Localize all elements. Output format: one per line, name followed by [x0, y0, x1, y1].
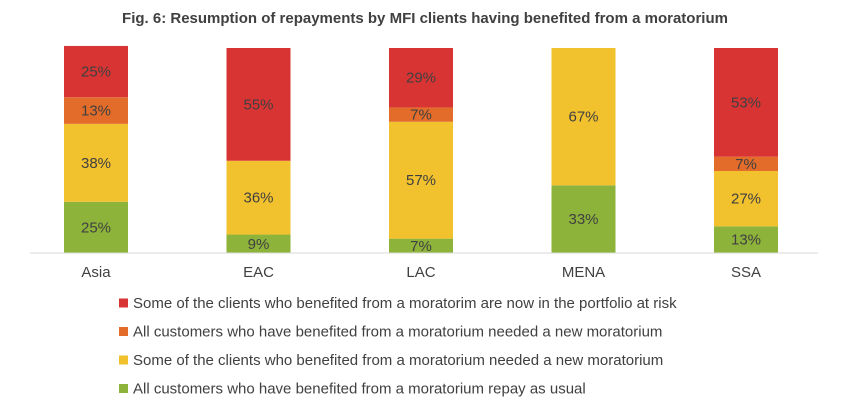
data-label-asia-series-3: 25%: [81, 64, 111, 81]
legend-swatch-series-3: [119, 298, 128, 308]
x-tick-label-asia: Asia: [81, 264, 111, 281]
bar-segment-asia-series-2: [64, 97, 128, 124]
bar-segment-eac-series-1: [226, 160, 291, 235]
bar-segment-lac-series-3: [389, 48, 453, 108]
bar-segment-lac-series-1: [389, 121, 453, 239]
data-label-lac-series-2: 7%: [410, 107, 432, 124]
legend: Some of the clients who benefited from a…: [119, 295, 677, 398]
bar-segment-lac-series-0: [389, 238, 453, 253]
data-label-ssa-series-3: 53%: [731, 94, 761, 111]
data-label-eac-series-1: 36%: [243, 190, 273, 207]
legend-label-series-1: Some of the clients who benefited from a…: [133, 352, 663, 369]
data-label-eac-series-3: 55%: [243, 96, 273, 113]
x-tick-label-mena: MENA: [562, 264, 605, 281]
x-axis: Asia EAC LAC MENA SSA: [30, 252, 818, 281]
bar-segment-ssa-series-2: [714, 156, 778, 171]
legend-swatch-series-0: [119, 384, 128, 393]
bar-segment-eac-series-0: [226, 234, 291, 253]
data-label-asia-series-2: 13%: [81, 103, 111, 120]
x-tick-label-eac: EAC: [243, 264, 274, 281]
data-label-lac-series-3: 29%: [406, 70, 436, 87]
x-tick-label-lac: LAC: [406, 264, 435, 281]
bar-segment-asia-series-0: [64, 201, 128, 253]
chart-title: Fig. 6: Resumption of repayments by MFI …: [122, 10, 728, 27]
legend-label-series-2: All customers who have benefited from a …: [133, 324, 662, 341]
x-tick-label-ssa: SSA: [731, 264, 761, 281]
legend-swatch-series-2: [119, 327, 128, 336]
data-label-asia-series-1: 38%: [81, 155, 111, 172]
bar-segment-mena-series-0: [551, 185, 616, 253]
bar-segment-lac-series-2: [389, 107, 453, 122]
bar-segment-asia-series-1: [64, 123, 128, 202]
data-label-mena-series-1: 67%: [568, 109, 598, 126]
bar-segment-eac-series-3: [226, 48, 291, 161]
data-label-mena-series-0: 33%: [568, 211, 598, 228]
bar-segment-ssa-series-3: [714, 48, 778, 157]
data-label-eac-series-0: 9%: [248, 236, 270, 253]
bar-segment-mena-series-1: [551, 48, 616, 186]
legend-label-series-0: All customers who have benefited from a …: [133, 381, 586, 398]
data-label-lac-series-1: 57%: [406, 172, 436, 189]
legend-swatch-series-1: [119, 355, 128, 365]
bar-segment-asia-series-3: [64, 45, 128, 98]
data-label-asia-series-0: 25%: [81, 219, 111, 236]
legend-label-series-3: Some of the clients who benefited from a…: [133, 295, 677, 312]
bar-segment-ssa-series-0: [714, 226, 778, 253]
bar-segment-ssa-series-1: [714, 171, 778, 227]
data-label-lac-series-0: 7%: [410, 238, 432, 255]
bars-group: 25% 38% 13% 25% 9% 36% 55% 7% 57% 7% 29% 33% 67% 13% 2…: [64, 45, 778, 255]
data-label-ssa-series-0: 13%: [731, 232, 761, 249]
data-label-ssa-series-2: 7%: [735, 156, 757, 173]
data-label-ssa-series-1: 27%: [731, 191, 761, 208]
